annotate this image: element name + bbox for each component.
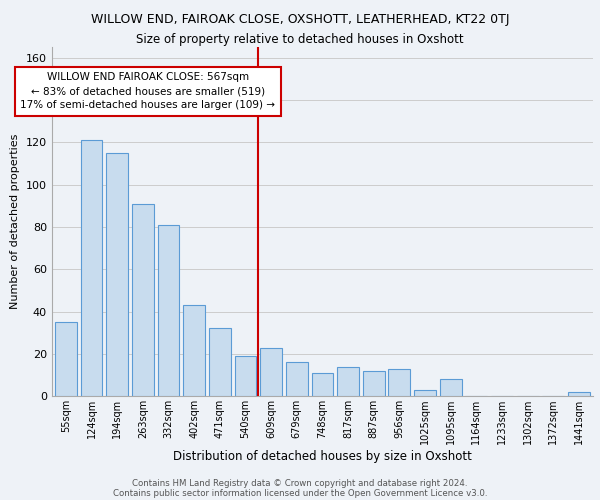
Bar	[106, 153, 128, 396]
X-axis label: Distribution of detached houses by size in Oxshott: Distribution of detached houses by size …	[173, 450, 472, 463]
Bar	[568, 392, 590, 396]
Bar	[388, 368, 410, 396]
Text: Contains HM Land Registry data © Crown copyright and database right 2024.: Contains HM Land Registry data © Crown c…	[132, 478, 468, 488]
Y-axis label: Number of detached properties: Number of detached properties	[10, 134, 20, 310]
Bar	[80, 140, 103, 396]
Bar	[235, 356, 256, 396]
Bar	[158, 225, 179, 396]
Bar	[440, 380, 461, 396]
Bar	[209, 328, 231, 396]
Bar	[363, 371, 385, 396]
Bar	[286, 362, 308, 396]
Text: Size of property relative to detached houses in Oxshott: Size of property relative to detached ho…	[136, 32, 464, 46]
Bar	[311, 373, 334, 396]
Bar	[132, 204, 154, 396]
Bar	[414, 390, 436, 396]
Bar	[337, 366, 359, 396]
Text: WILLOW END, FAIROAK CLOSE, OXSHOTT, LEATHERHEAD, KT22 0TJ: WILLOW END, FAIROAK CLOSE, OXSHOTT, LEAT…	[91, 12, 509, 26]
Bar	[183, 305, 205, 396]
Text: Contains public sector information licensed under the Open Government Licence v3: Contains public sector information licen…	[113, 488, 487, 498]
Text: WILLOW END FAIROAK CLOSE: 567sqm
← 83% of detached houses are smaller (519)
17% : WILLOW END FAIROAK CLOSE: 567sqm ← 83% o…	[20, 72, 275, 110]
Bar	[55, 322, 77, 396]
Bar	[260, 348, 282, 396]
